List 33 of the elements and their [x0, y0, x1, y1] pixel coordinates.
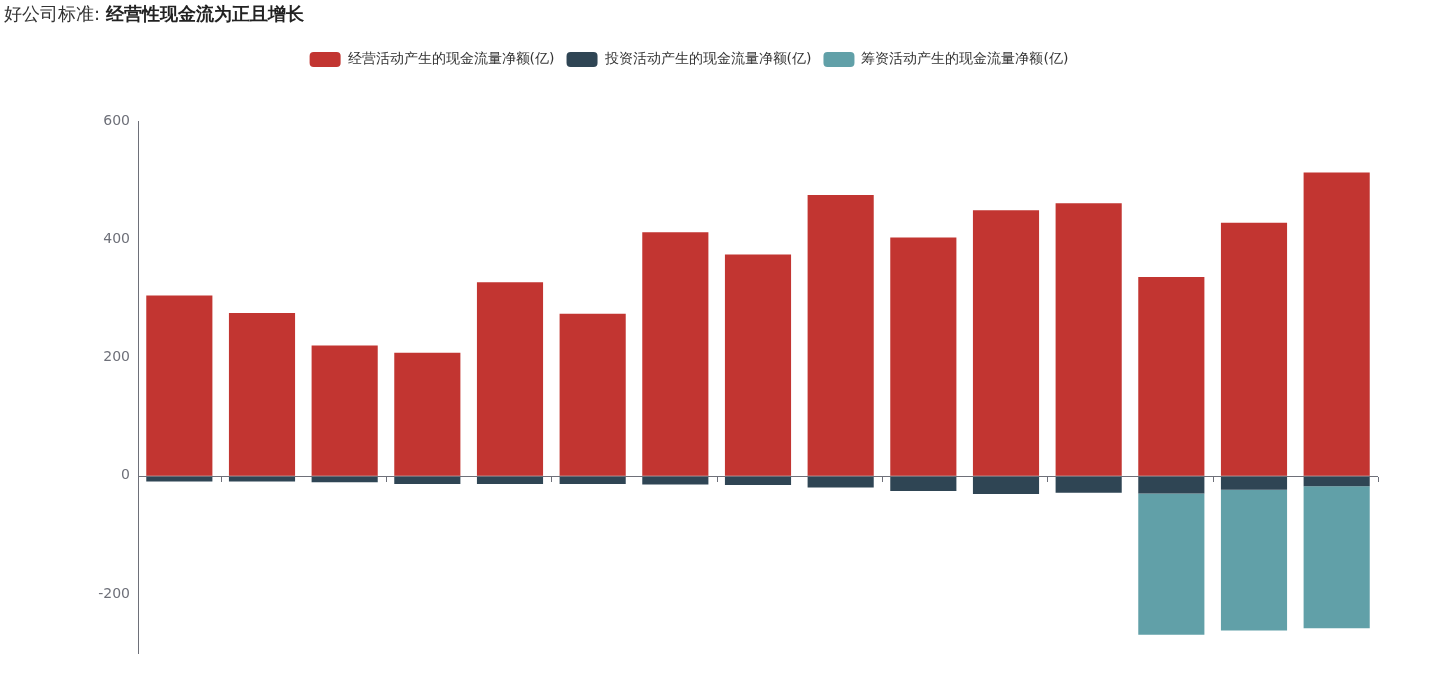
legend-label: 投资活动产生的现金流量净额(亿)	[603, 50, 812, 67]
bar	[394, 352, 461, 476]
bar	[1138, 493, 1205, 635]
y-tick-label: 600	[103, 111, 130, 128]
chart-subtitle: 经营性现金流为正且增长	[105, 3, 304, 24]
legend-label: 筹资活动产生的现金流量净额(亿)	[861, 50, 1069, 67]
bar	[1220, 475, 1288, 490]
bar	[311, 345, 378, 476]
y-tick-label: -200	[98, 584, 130, 601]
bar	[724, 254, 792, 476]
bar	[972, 475, 1040, 494]
bar	[1138, 475, 1205, 494]
bar	[972, 210, 1040, 476]
bar	[890, 475, 957, 492]
bar	[1138, 277, 1205, 476]
chart-title: 好公司标准:	[4, 3, 101, 24]
bar	[146, 295, 213, 476]
bar	[228, 313, 296, 476]
bar	[1055, 475, 1122, 493]
y-tick-label: 0	[121, 466, 130, 483]
y-tick-label: 200	[103, 348, 130, 365]
bar	[559, 313, 626, 476]
bar	[890, 237, 957, 476]
bar	[807, 194, 874, 476]
bar	[1220, 489, 1288, 631]
bar	[1303, 172, 1370, 476]
bar	[1055, 203, 1122, 476]
bar	[476, 282, 544, 476]
legend-label: 经营活动产生的现金流量净额(亿)	[347, 50, 555, 67]
y-tick-label: 400	[103, 229, 130, 246]
bar	[1303, 486, 1370, 629]
bar	[642, 232, 709, 476]
bar	[1220, 222, 1288, 476]
